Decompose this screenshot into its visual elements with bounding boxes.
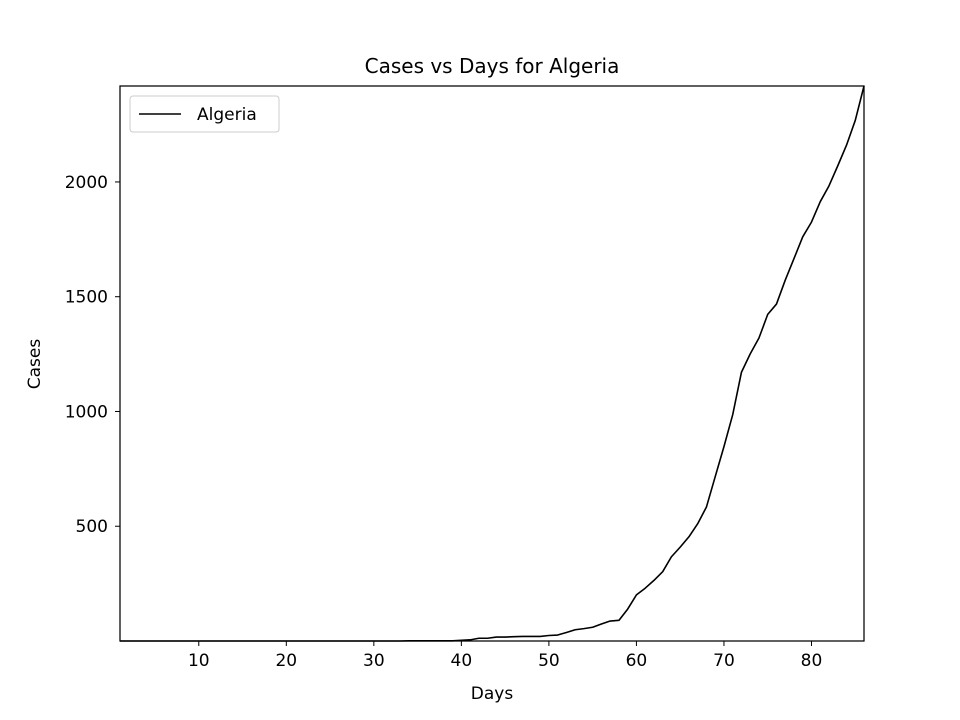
x-tick-label: 20 — [275, 651, 297, 671]
x-axis: 10 20 30 40 50 60 70 80 — [188, 641, 822, 671]
legend-label-algeria: Algeria — [197, 105, 257, 125]
chart-title: Cases vs Days for Algeria — [365, 54, 620, 78]
y-axis: 500 1000 1500 2000 — [65, 173, 120, 537]
y-tick-label: 2000 — [65, 173, 108, 193]
x-tick-label: 30 — [363, 651, 385, 671]
y-tick-label: 500 — [76, 517, 108, 537]
y-axis-label: Cases — [25, 339, 45, 390]
plot-area — [120, 85, 865, 642]
x-tick-label: 60 — [626, 651, 648, 671]
legend-box — [129, 95, 280, 133]
series-line-algeria — [120, 85, 865, 642]
legend: Algeria — [129, 95, 280, 133]
plot-frame — [119, 85, 865, 642]
y-tick-label: 1500 — [65, 288, 108, 308]
y-tick-label: 1000 — [65, 402, 108, 422]
x-tick-label: 10 — [188, 651, 210, 671]
x-tick-label: 40 — [451, 651, 473, 671]
x-tick-label: 70 — [713, 651, 735, 671]
x-tick-label: 50 — [538, 651, 560, 671]
x-tick-label: 80 — [801, 651, 823, 671]
x-axis-label: Days — [471, 684, 514, 704]
